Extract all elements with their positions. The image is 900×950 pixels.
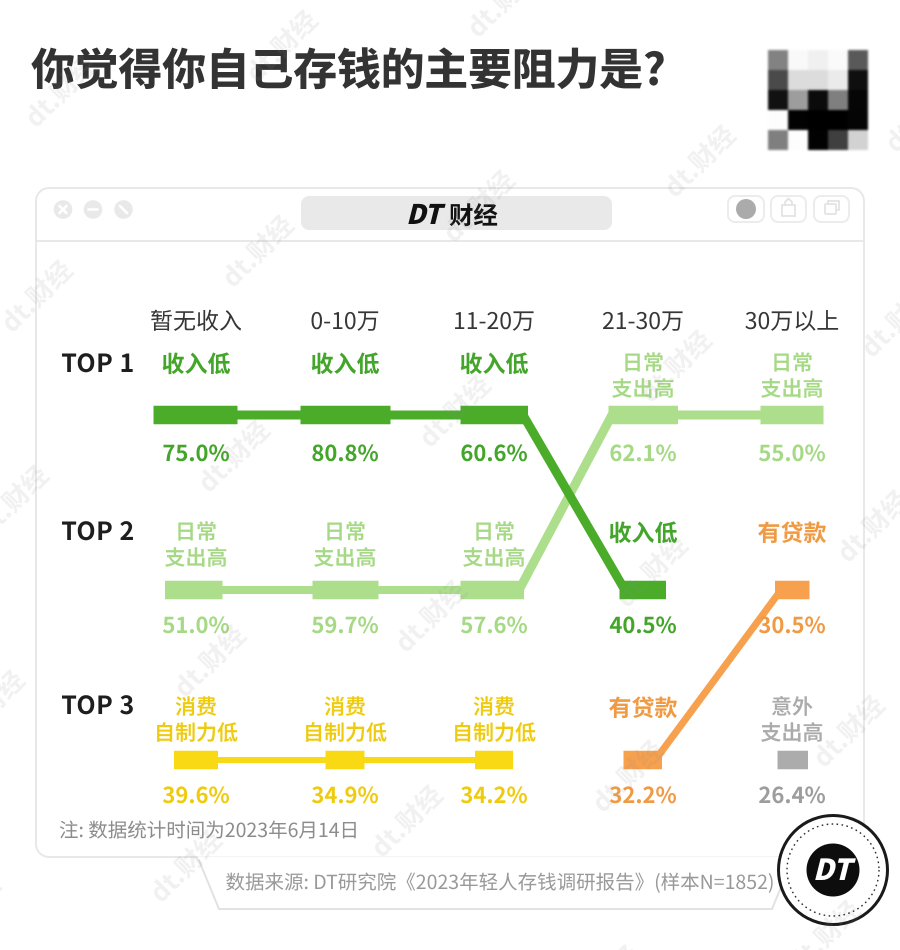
svg-text:DT: DT <box>813 847 857 889</box>
